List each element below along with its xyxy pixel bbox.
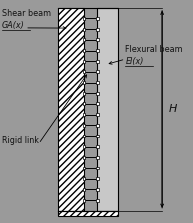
Bar: [96, 156, 99, 159]
Bar: [83, 145, 85, 148]
Bar: [58, 8, 84, 211]
Bar: [96, 167, 99, 169]
Bar: [96, 28, 99, 31]
Bar: [83, 199, 85, 202]
Bar: [83, 103, 85, 105]
Bar: [83, 124, 85, 127]
Bar: [83, 156, 85, 159]
Bar: [96, 145, 99, 148]
Bar: [96, 177, 99, 180]
Bar: [96, 49, 99, 52]
Bar: [83, 92, 85, 95]
Bar: [96, 17, 99, 20]
Text: EI(x): EI(x): [125, 57, 144, 66]
Bar: [83, 134, 85, 137]
Bar: [83, 28, 85, 31]
Bar: [96, 103, 99, 105]
Bar: [58, 211, 118, 216]
Bar: [83, 188, 85, 191]
Text: Flexural beam: Flexural beam: [125, 45, 183, 54]
Bar: [96, 113, 99, 116]
Bar: [83, 113, 85, 116]
Bar: [83, 81, 85, 84]
Bar: [96, 124, 99, 127]
Bar: [96, 134, 99, 137]
Bar: [83, 70, 85, 73]
Text: H: H: [169, 104, 177, 114]
Text: Shear beam: Shear beam: [2, 9, 51, 18]
Text: Rigid link: Rigid link: [2, 136, 39, 145]
Bar: [83, 167, 85, 169]
Bar: [96, 81, 99, 84]
Bar: [97, 8, 118, 211]
Bar: [96, 70, 99, 73]
Bar: [83, 17, 85, 20]
Bar: [96, 60, 99, 63]
Bar: [83, 38, 85, 41]
Bar: [83, 177, 85, 180]
Bar: [83, 49, 85, 52]
Text: GA(x): GA(x): [2, 21, 25, 30]
Bar: [96, 38, 99, 41]
Bar: [96, 199, 99, 202]
Bar: [96, 92, 99, 95]
Bar: [96, 188, 99, 191]
Bar: [83, 60, 85, 63]
